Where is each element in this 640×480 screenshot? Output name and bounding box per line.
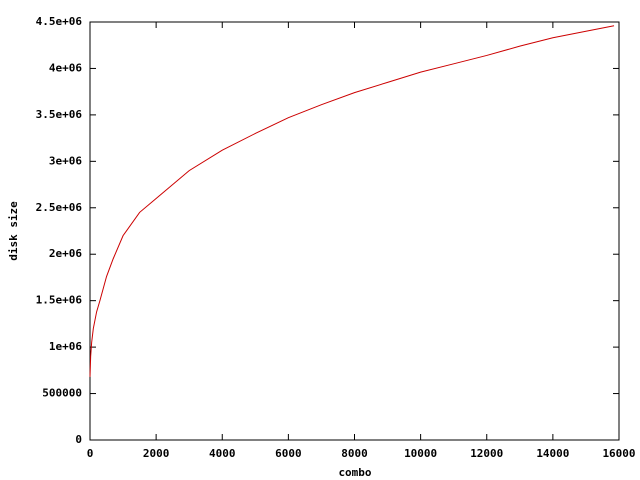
plot-border: [89, 21, 620, 441]
y-tick-label: 1e+06: [49, 340, 82, 353]
x-tick-label: 0: [87, 447, 94, 460]
y-tick-label: 1.5e+06: [36, 294, 83, 307]
y-tick-label: 0: [75, 433, 82, 446]
x-tick-label: 12000: [470, 447, 503, 460]
x-tick-label: 10000: [404, 447, 437, 460]
y-tick-label: 3e+06: [49, 154, 82, 167]
data-line: [89, 25, 615, 377]
y-tick-label: 4.5e+06: [36, 15, 83, 28]
y-tick-label: 3.5e+06: [36, 108, 83, 121]
x-axis-label: combo: [338, 466, 371, 479]
x-tick-label: 14000: [536, 447, 569, 460]
y-tick-label: 4e+06: [49, 61, 82, 74]
x-tick-label: 6000: [275, 447, 302, 460]
y-tick-label: 2.5e+06: [36, 201, 83, 214]
y-axis-label: disk size: [7, 201, 20, 261]
x-tick-label: 16000: [602, 447, 635, 460]
y-tick-label: 500000: [42, 387, 82, 400]
x-tick-label: 4000: [209, 447, 236, 460]
x-tick-label: 2000: [143, 447, 170, 460]
x-tick-label: 8000: [341, 447, 368, 460]
y-tick-label: 2e+06: [49, 247, 82, 260]
